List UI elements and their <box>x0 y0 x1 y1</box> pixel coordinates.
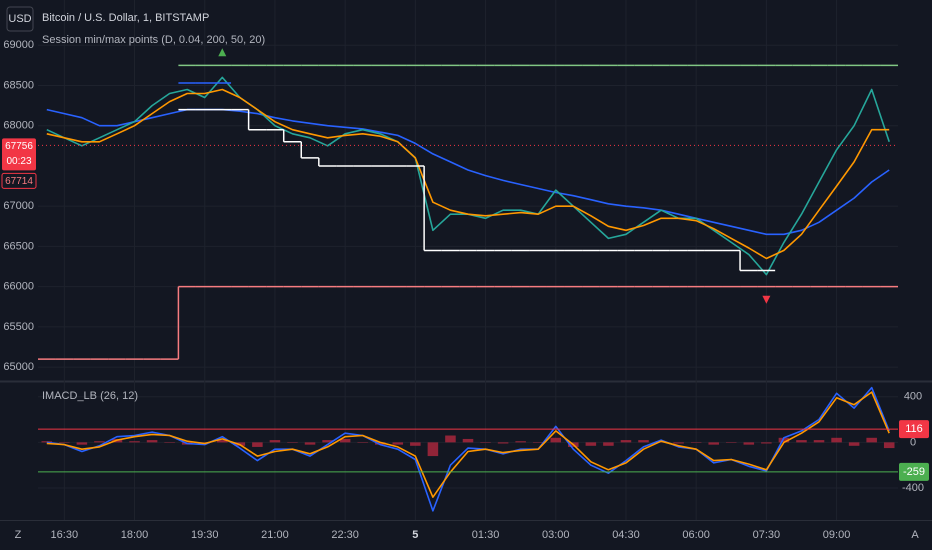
histogram-bar <box>620 440 632 443</box>
x-tick-label: 16:30 <box>51 529 79 541</box>
prev-price-tag <box>1 172 37 189</box>
histogram-bar <box>848 442 860 446</box>
series-line <box>46 391 890 498</box>
prev-price-label: 67714 <box>5 176 33 187</box>
histogram-bar <box>339 438 351 443</box>
y-tick-label: 69000 <box>3 39 34 51</box>
macd-legend: IMACD_LB (26, 12) <box>42 390 138 402</box>
histogram-bar <box>866 437 877 443</box>
x-tick-label: 07:30 <box>753 529 781 541</box>
x-tick-label: 06:00 <box>682 529 710 541</box>
y-tick-label: 67000 <box>3 200 34 212</box>
histogram-bar <box>480 442 491 443</box>
histogram-bar <box>357 442 368 443</box>
plot: 16:30 18:00 19:30 21:00 22:30 5 01:30 03:00 04:3… <box>1 0 929 541</box>
histogram-bar <box>287 442 298 443</box>
y-tick-label: 68000 <box>3 120 34 132</box>
histogram-bar <box>883 442 895 449</box>
y-tick-label: 66500 <box>3 240 34 252</box>
x-tick-label: 09:00 <box>823 529 851 541</box>
series-line <box>46 88 890 260</box>
x-tick-label: 19:30 <box>191 529 219 541</box>
y-tick-label: 66000 <box>3 281 34 293</box>
histogram-bar <box>778 437 790 443</box>
histogram-bar <box>269 440 281 443</box>
histogram-bar <box>796 440 807 443</box>
histogram-bar <box>217 440 228 443</box>
level-tag-label: 116 <box>905 423 923 435</box>
histogram-bar <box>497 442 509 444</box>
x-tick-label: 5 <box>412 529 418 541</box>
histogram-bar <box>515 441 526 443</box>
last-price-tag <box>2 138 36 171</box>
x-tick-label: 21:00 <box>261 529 289 541</box>
histogram-bar <box>374 442 386 445</box>
level-tag-label: -259 <box>903 466 925 478</box>
histogram-bar <box>322 440 333 443</box>
histogram-bar <box>690 442 702 443</box>
histogram-bar <box>673 442 684 444</box>
histogram-bar <box>146 440 158 443</box>
indicator-legend: Session min/max points (D, 0.04, 200, 50… <box>42 34 265 46</box>
histogram-bar <box>252 442 263 447</box>
series-line <box>46 386 890 512</box>
currency-button[interactable] <box>6 6 34 32</box>
histogram-bar <box>761 442 772 444</box>
histogram-bar <box>813 440 825 443</box>
level-tag <box>899 420 929 439</box>
histogram-bar <box>164 442 175 443</box>
x-tick-label: 18:00 <box>121 529 149 541</box>
last-price-label: 67756 <box>5 141 33 152</box>
histogram-bar <box>462 438 474 443</box>
histogram-bar <box>603 442 614 446</box>
histogram-bar <box>532 442 544 443</box>
y-tick-label: 68500 <box>3 79 34 91</box>
extreme-marker <box>218 48 227 57</box>
y-tick-label: 65000 <box>3 361 34 373</box>
histogram-bar <box>445 435 456 443</box>
histogram-bar <box>726 442 737 443</box>
y-tick-label: 65500 <box>3 321 34 333</box>
main-title: Bitcoin / U.S. Dollar, 1, BITSTAMP <box>42 12 209 24</box>
currency-label: USD <box>8 13 31 25</box>
histogram-bar <box>638 440 649 443</box>
histogram-bar <box>59 442 70 443</box>
histogram-bar <box>94 441 105 443</box>
x-tick-label: 22:30 <box>331 529 359 541</box>
histogram-bar <box>427 442 439 457</box>
level-tag <box>899 462 929 481</box>
histogram-bar <box>585 442 597 446</box>
left-button[interactable]: Z <box>15 529 22 541</box>
histogram-bar <box>41 441 53 443</box>
right-button[interactable]: A <box>911 529 919 541</box>
histogram-bar <box>550 437 562 443</box>
histogram-bar <box>76 442 88 445</box>
histogram-bar <box>304 442 316 445</box>
x-tick-label: 03:00 <box>542 529 570 541</box>
histogram-bar <box>392 442 404 445</box>
histogram-bar <box>743 442 755 445</box>
x-tick-label: 01:30 <box>472 529 500 541</box>
histogram-bar <box>129 441 140 443</box>
x-tick-label: 04:30 <box>612 529 640 541</box>
y-tick-label: 0 <box>910 436 916 448</box>
extreme-marker <box>762 295 771 304</box>
countdown-label: 00:23 <box>6 156 31 167</box>
histogram-bar <box>410 442 421 446</box>
y-tick-label: 400 <box>904 391 922 403</box>
histogram-bar <box>831 437 842 443</box>
histogram-bar <box>708 442 719 445</box>
y-tick-label: -400 <box>902 482 924 494</box>
